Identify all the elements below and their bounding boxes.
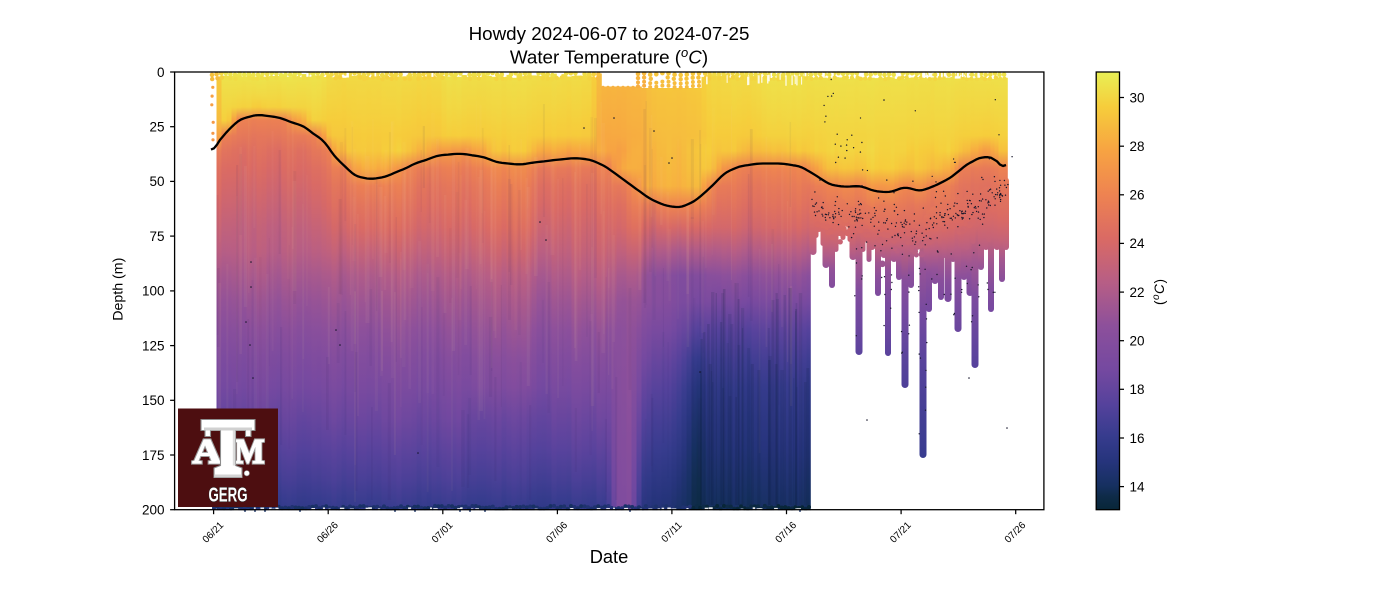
svg-text:M: M [235,433,265,471]
svg-text:A: A [193,433,222,471]
svg-text:Date: Date [590,546,629,567]
svg-text:Depth (m): Depth (m) [111,258,127,321]
svg-text:): ) [1152,279,1167,284]
svg-text:Water Temperature (oC): Water Temperature (oC) [510,45,708,68]
svg-text:28: 28 [1130,139,1145,154]
svg-text:50: 50 [149,174,164,189]
svg-text:24: 24 [1130,236,1146,251]
svg-text:18: 18 [1130,382,1145,397]
svg-text:0: 0 [157,65,165,80]
svg-text:22: 22 [1130,285,1145,300]
svg-text:175: 175 [142,448,165,463]
svg-text:(: ( [1152,300,1167,305]
svg-text:125: 125 [142,338,165,353]
svg-text:A: A [193,433,222,471]
svg-text:20: 20 [1130,334,1145,349]
svg-text:GERG: GERG [209,484,248,507]
svg-text:30: 30 [1130,90,1145,105]
svg-text:100: 100 [142,284,165,299]
svg-text:75: 75 [149,229,164,244]
svg-text:14: 14 [1130,479,1146,494]
svg-text:16: 16 [1130,431,1145,446]
svg-text:26: 26 [1130,188,1145,203]
svg-text:Howdy 2024-06-07 to 2024-07-25: Howdy 2024-06-07 to 2024-07-25 [469,23,750,44]
svg-text:M: M [235,433,265,471]
svg-text:25: 25 [149,120,164,135]
svg-text:C: C [1152,284,1167,294]
svg-text:200: 200 [142,503,165,518]
svg-text:150: 150 [142,393,165,408]
svg-text:o: o [1151,294,1162,300]
